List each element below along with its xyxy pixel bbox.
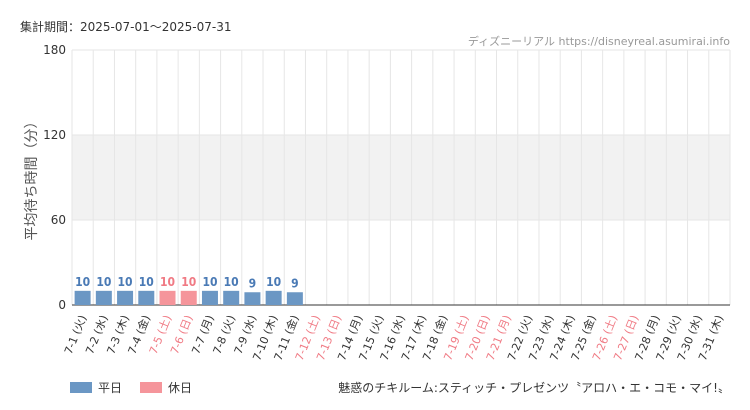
data-label: 10 [96,275,111,289]
legend-swatch-holiday [140,382,163,393]
data-label: 10 [139,275,154,289]
data-label: 10 [118,275,133,289]
y-tick-label: 180 [43,43,66,57]
source-credit: ディズニーリアル https://disneyreal.asumirai.inf… [467,35,730,48]
legend-label-holiday: 休日 [168,381,193,395]
data-label: 10 [160,275,175,289]
legend-item-holiday: 休日 [140,379,192,396]
period-label: 集計期間：2025-07-01～2025-07-31 [20,20,232,34]
bar [244,292,261,305]
data-label: 9 [249,276,257,290]
data-label: 10 [75,275,90,289]
data-label: 10 [202,275,217,289]
bar [180,290,197,305]
legend-swatch-weekday [70,382,92,393]
bar [95,290,112,305]
bar [74,290,91,305]
y-tick-label: 120 [43,128,66,142]
data-label: 10 [224,275,239,289]
bar [223,290,240,305]
attraction-name: 魅惑のチキルーム:スティッチ・プレゼンツ〝アロハ・エ・コモ・マイ!〟 [338,381,730,395]
bar [117,290,134,305]
plot-band [72,135,730,220]
legend-item-weekday: 平日 [70,379,122,396]
y-tick-label: 0 [58,298,66,312]
bar [138,290,155,305]
bar [265,290,282,305]
legend-label-weekday: 平日 [98,381,123,395]
data-label: 10 [181,275,196,289]
bar [286,292,303,305]
bar [201,290,218,305]
y-axis-title: 平均待ち時間（分） [24,115,40,241]
data-label: 9 [291,276,299,290]
y-tick-label: 60 [51,213,66,227]
legend: 平日 休日 [70,379,210,396]
data-label: 10 [266,275,281,289]
bar [159,290,176,305]
